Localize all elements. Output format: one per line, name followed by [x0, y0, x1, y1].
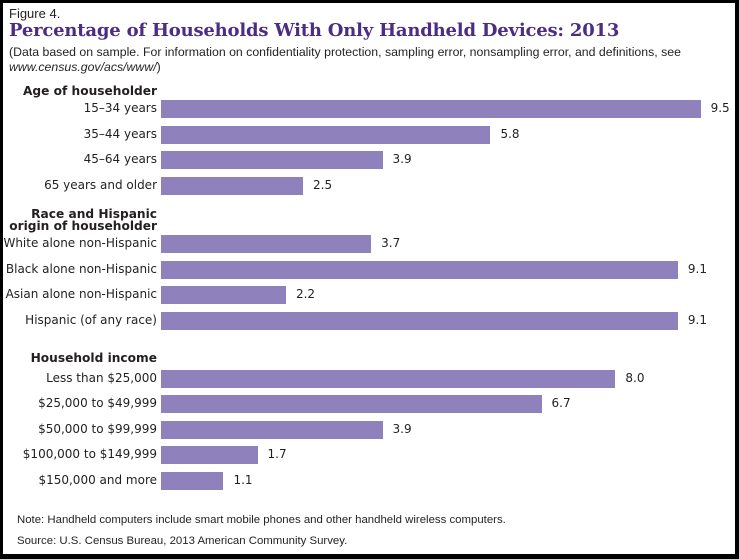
bar	[161, 472, 224, 490]
chart-title: Percentage of Households With Only Handh…	[9, 20, 620, 41]
category-label: Hispanic (of any race)	[25, 313, 157, 327]
bar	[161, 261, 678, 279]
value-label: 9.5	[710, 101, 730, 115]
category-label: 35–44 years	[83, 127, 157, 141]
category-label: $50,000 to $99,999	[38, 422, 157, 436]
group-header: Household income	[31, 352, 157, 364]
value-label: 9.1	[687, 262, 707, 276]
category-label: 15–34 years	[83, 101, 157, 115]
category-label: 45–64 years	[83, 152, 157, 166]
group-header: Race and Hispanic origin of householder	[9, 208, 157, 232]
category-label: Black alone non-Hispanic	[5, 262, 157, 276]
bar	[161, 177, 303, 195]
group-header: Age of householder	[23, 85, 157, 97]
value-label: 2.2	[295, 287, 316, 301]
value-label: 1.1	[233, 473, 253, 487]
bar	[161, 370, 616, 388]
group-header-line: Age of householder	[22, 84, 157, 98]
value-label: 3.9	[392, 422, 412, 436]
category-label: Asian alone non-Hispanic	[5, 287, 157, 301]
bar	[161, 446, 258, 464]
value-label: 6.7	[551, 396, 571, 410]
category-label: $25,000 to $49,999	[38, 396, 157, 410]
bar	[161, 421, 383, 439]
value-label: 3.7	[381, 236, 401, 250]
figure-frame: Figure 4. Percentage of Households With …	[3, 3, 735, 554]
value-label: 5.8	[500, 127, 520, 141]
chart-source: Source: U.S. Census Bureau, 2013 America…	[17, 535, 348, 547]
subtitle-close: )	[156, 60, 161, 74]
value-label: 8.0	[625, 371, 645, 385]
value-label: 3.9	[392, 152, 412, 166]
group-header-line: Race and Hispanic	[31, 207, 157, 221]
category-label: Less than $25,000	[46, 371, 157, 385]
value-label: 1.7	[267, 447, 287, 461]
bar	[161, 286, 286, 304]
chart-subtitle: (Data based on sample. For information o…	[9, 45, 733, 75]
bar	[161, 126, 491, 144]
value-label: 9.1	[687, 313, 707, 327]
group-header-line: Household income	[30, 351, 157, 365]
group-header-line: origin of householder	[9, 219, 157, 233]
figure-label: Figure 4.	[9, 6, 61, 21]
chart-note: Note: Handheld computers include smart m…	[17, 514, 506, 526]
category-label: $150,000 and more	[38, 473, 157, 487]
bar	[161, 100, 701, 118]
category-label: $100,000 to $149,999	[22, 447, 157, 461]
subtitle-text: (Data based on sample. For information o…	[9, 45, 681, 59]
bar	[161, 151, 383, 169]
bar	[161, 312, 678, 330]
value-label: 2.5	[313, 178, 333, 192]
bar	[161, 235, 372, 253]
category-label: White alone non-Hispanic	[3, 236, 157, 250]
category-label: 65 years and older	[44, 178, 157, 192]
subtitle-url: www.census.gov/acs/www/	[9, 60, 157, 74]
bar	[161, 395, 542, 413]
